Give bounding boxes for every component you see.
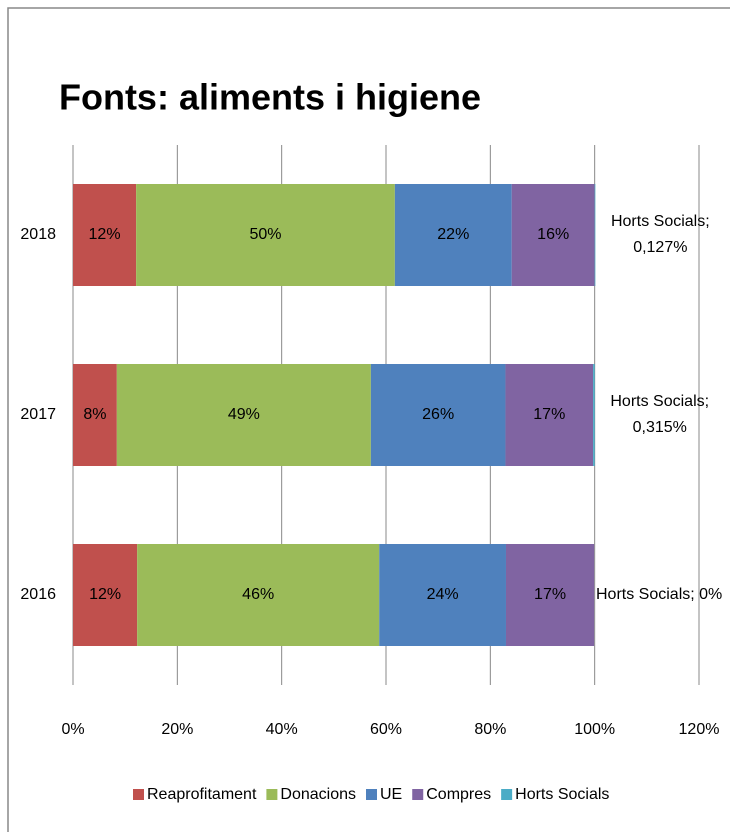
x-tick-label: 120% — [679, 721, 720, 738]
legend-swatch — [412, 789, 424, 800]
bar-segment — [73, 184, 137, 286]
data-label: 16% — [537, 226, 569, 243]
data-label: 50% — [249, 226, 281, 243]
legend-label: UE — [380, 786, 402, 803]
bar-segment — [511, 184, 595, 286]
x-tick-label: 60% — [370, 721, 402, 738]
x-tick-label: 40% — [266, 721, 298, 738]
data-label: 12% — [89, 226, 121, 243]
bar-segment — [136, 184, 395, 286]
legend-label: Horts Socials — [515, 786, 609, 803]
data-label: 46% — [242, 586, 274, 603]
x-tick-label: 20% — [161, 721, 193, 738]
bar-segment — [370, 364, 506, 466]
data-label: 26% — [422, 406, 454, 423]
data-label: Horts Socials; 0% — [596, 586, 723, 603]
bar-segment — [593, 364, 595, 466]
data-label: 49% — [228, 406, 260, 423]
data-label: 24% — [427, 586, 459, 603]
bar-segment — [594, 184, 596, 286]
data-label: Horts Socials; 0,315% — [610, 393, 710, 436]
legend-label: Donacions — [280, 786, 356, 803]
data-label: 17% — [534, 586, 566, 603]
x-tick-label: 80% — [474, 721, 506, 738]
bar-segment — [137, 544, 380, 646]
x-tick-label: 100% — [574, 721, 615, 738]
x-tick-label: 0% — [61, 721, 84, 738]
data-label: Horts Socials; 0,127% — [610, 213, 710, 256]
data-label: 17% — [533, 406, 565, 423]
data-label: 12% — [89, 586, 121, 603]
legend-swatch — [501, 789, 513, 800]
data-label: 8% — [83, 406, 106, 423]
legend-swatch — [133, 789, 144, 800]
y-tick-label: 2018 — [20, 226, 56, 243]
y-tick-label: 2016 — [20, 586, 56, 603]
bar-segment — [116, 364, 371, 466]
data-label: 22% — [437, 226, 469, 243]
bar-segment — [73, 544, 138, 646]
chart-title: Fonts: aliments i higiene — [59, 77, 481, 118]
bar-segment — [505, 544, 595, 646]
bar-segment — [73, 364, 117, 466]
bar-segment — [505, 364, 594, 466]
legend-label: Compres — [426, 786, 491, 803]
y-tick-label: 2017 — [20, 406, 56, 423]
legend-swatch — [366, 789, 377, 800]
bar-segment — [379, 544, 506, 646]
chart-frame — [7, 7, 730, 832]
legend-swatch — [266, 789, 278, 800]
bar-segment — [394, 184, 512, 286]
legend-label: Reaprofitament — [147, 786, 257, 803]
